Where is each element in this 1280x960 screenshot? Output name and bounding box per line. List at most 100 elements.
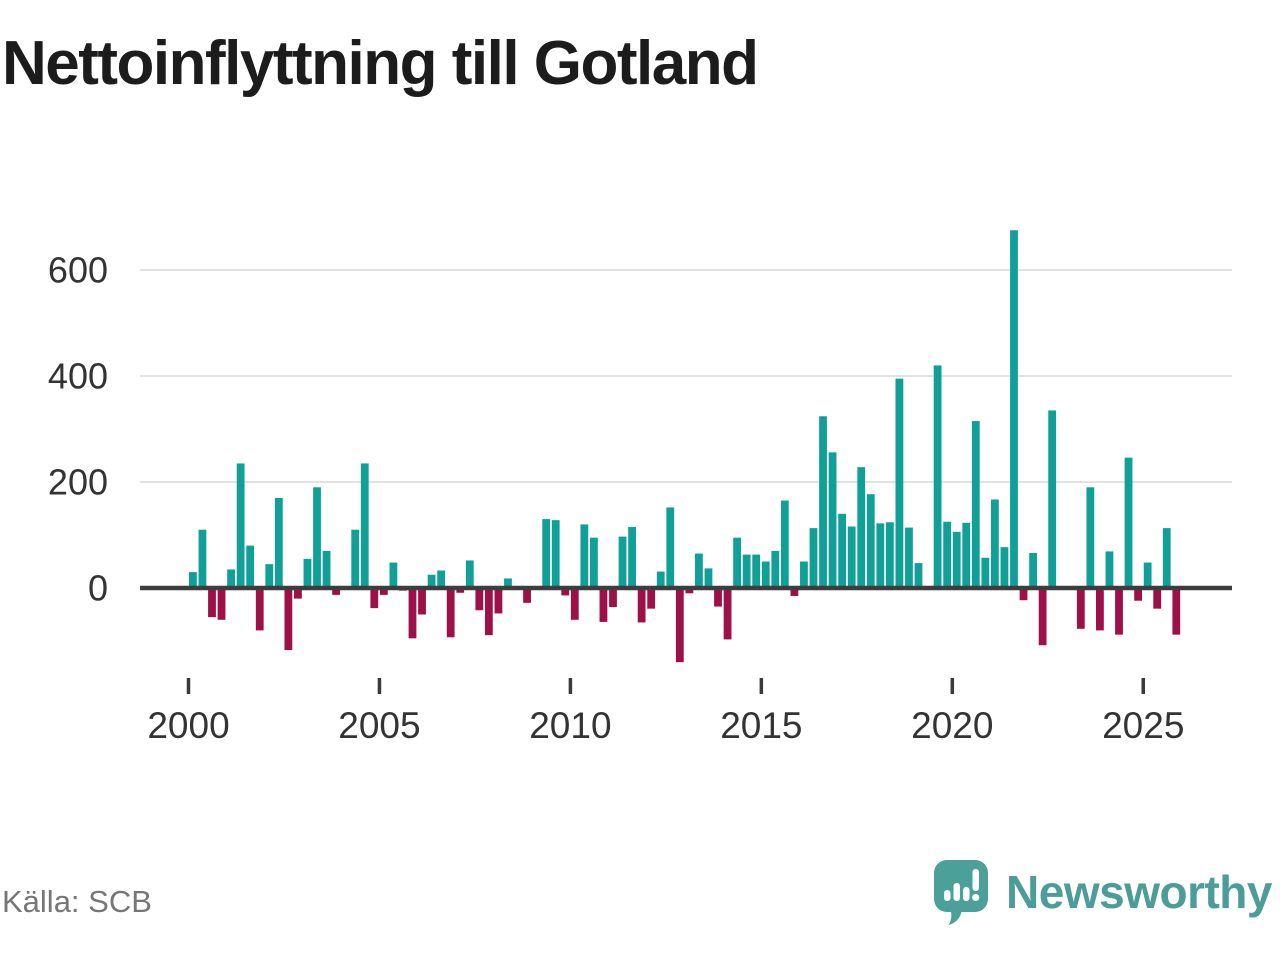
bar [408,588,417,639]
bar [1105,551,1114,588]
bar [866,494,875,588]
bar [962,522,971,588]
bar [217,588,226,620]
bar [465,560,474,588]
bar [857,467,866,588]
bar-chart: 0 200 400 600 2000 2005 2010 2015 2020 2025 [48,230,1232,746]
bar [752,554,761,588]
bar [647,588,656,609]
bar [675,588,684,663]
bar [1162,528,1171,588]
bar [332,588,341,595]
bar [742,554,751,588]
bar [236,463,245,588]
bar [800,561,808,588]
bar [303,558,312,588]
bar [943,521,952,588]
y-axis-label: 600 [48,250,108,291]
x-axis-label: 2000 [147,705,229,746]
bar [198,529,207,588]
bar [504,578,512,588]
bar [809,528,818,588]
bar [1029,553,1037,588]
bar [933,365,942,588]
bar [666,507,675,588]
bar [819,416,827,588]
bar [427,574,436,588]
source-note: Källa: SCB [2,884,152,919]
bar [494,588,503,614]
bar [1153,588,1162,609]
x-axis-label: 2015 [720,705,802,746]
bar [351,529,360,588]
bar [599,588,608,622]
bar [1000,547,1009,588]
bar [1143,562,1152,588]
bar [847,526,856,588]
bar [618,536,627,588]
x-axis-label: 2025 [1102,705,1184,746]
bar [379,588,388,595]
bar [313,487,321,588]
bar [876,523,885,588]
bar [780,500,789,588]
bar [284,588,293,651]
bar [733,537,742,588]
bar [274,497,283,588]
bar [895,378,904,588]
bar [1038,588,1047,646]
bar [255,588,264,631]
bar [294,588,302,599]
bar [838,513,847,588]
bar [590,537,598,588]
bar [761,561,770,588]
bar [370,588,379,609]
bar [265,564,274,588]
bar [1019,588,1028,601]
bar [1048,410,1057,588]
bar [990,499,999,588]
x-axis-label: 2010 [529,705,611,746]
bar [695,553,703,588]
bar [1134,588,1142,601]
bar [389,562,398,588]
bar [189,572,197,588]
bar [1096,588,1104,631]
bar [828,452,837,588]
bar [771,550,780,588]
bar [542,519,551,588]
bar [790,588,799,596]
bar [914,563,923,588]
newsworthy-logo: Newsworthy [934,860,1272,926]
y-axis-label: 200 [48,462,108,503]
bar [628,527,636,588]
bar [1172,588,1181,635]
bar [360,463,369,588]
bar [981,557,990,588]
bar [971,421,980,588]
bar [1010,230,1018,588]
bar [246,545,255,588]
x-axis-label: 2005 [338,705,420,746]
y-axis-label: 400 [48,356,108,397]
bar [418,588,426,615]
bar [885,522,894,588]
bar [637,588,646,623]
newsworthy-logo-text: Newsworthy [1006,866,1272,918]
bar [551,520,560,588]
bar [656,571,665,588]
bar [685,588,694,594]
bar [446,588,455,638]
bar [905,527,913,588]
bar [580,524,589,588]
bar [1076,588,1085,629]
bar [456,588,465,593]
bar [227,569,235,588]
x-axis-label: 2020 [911,705,993,746]
bar [523,588,531,603]
bar [704,568,713,588]
bar [609,588,617,608]
bar [208,588,216,618]
bar [723,588,732,640]
